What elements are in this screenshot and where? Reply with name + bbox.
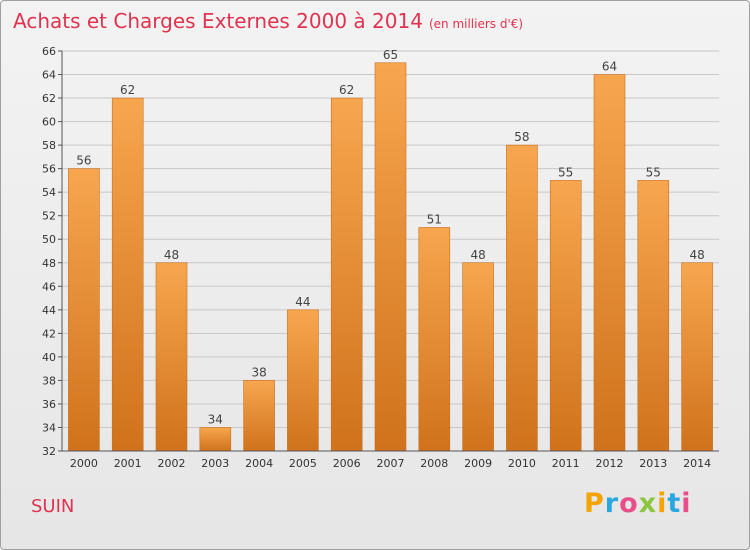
x-tick-label: 2000 [70,457,98,470]
bar [462,262,494,452]
y-tick-label: 52 [42,210,56,223]
y-tick-label: 58 [42,139,56,152]
x-tick-label: 2007 [377,457,405,470]
data-label: 48 [689,248,704,262]
data-label: 55 [646,165,661,179]
place-name: SUIN [31,496,75,517]
y-tick-label: 34 [42,421,56,434]
x-tick-label: 2005 [289,457,317,470]
x-tick-label: 2009 [464,457,492,470]
data-labels: 56 62 48 34 38 44 62 65 51 48 58 55 64 55 48 [76,48,704,427]
data-label: 48 [164,248,179,262]
y-tick-label: 56 [42,163,56,176]
data-label: 55 [558,165,573,179]
chart-subtitle: (en milliers d'€) [428,17,524,31]
bar [506,144,538,452]
bar [243,380,275,452]
x-tick-label: 2008 [420,457,448,470]
y-tick-label: 48 [42,257,56,270]
data-label: 56 [76,154,91,168]
y-tick-label: 54 [42,186,56,199]
data-label: 65 [383,48,398,62]
x-tick-label: 2010 [508,457,536,470]
data-label: 48 [470,248,485,262]
y-tick-label: 38 [42,374,56,387]
x-tick-label: 2003 [201,457,229,470]
bars [68,62,713,452]
y-tick-label: 50 [42,233,56,246]
bar [681,262,713,452]
x-tick-label: 2002 [158,457,186,470]
data-label: 58 [514,130,529,144]
bar [549,180,582,452]
x-tick-label: 2013 [639,457,667,470]
x-tick-label: 2014 [683,457,711,470]
data-label: 38 [251,365,266,379]
y-tick-label: 46 [42,280,56,293]
y-tick-label: 44 [42,304,56,317]
x-tick-label: 2001 [114,457,142,470]
bar [155,262,188,452]
y-tick-label: 42 [42,327,56,340]
chart-title: Achats et Charges Externes 2000 à 2014 [13,9,423,33]
y-tick-label: 36 [42,398,56,411]
bar [68,168,100,452]
bar [637,180,670,452]
y-tick-label: 60 [42,116,56,129]
y-axis-ticks: 32 34 36 38 40 42 44 46 48 50 52 54 56 58 60 62 64 66 [42,45,62,458]
x-tick-label: 2011 [552,457,580,470]
chart-title-block: Achats et Charges Externes 2000 à 2014 (e… [13,9,523,33]
y-tick-label: 62 [42,92,56,105]
x-tick-label: 2006 [333,457,361,470]
y-tick-label: 32 [42,445,56,458]
data-label: 44 [295,295,310,309]
data-label: 62 [120,83,135,97]
y-tick-label: 40 [42,351,56,364]
bar [199,427,232,452]
bar [111,97,144,452]
data-label: 51 [427,212,442,226]
bar [330,97,363,452]
bar [593,74,626,452]
data-label: 34 [208,412,223,426]
x-tick-label: 2012 [596,457,624,470]
data-label: 64 [602,60,617,74]
y-tick-label: 66 [42,45,56,58]
x-tick-label: 2004 [245,457,273,470]
proxiti-logo: Proxiti [584,488,692,519]
bar [287,309,319,452]
bar [418,227,451,452]
data-label: 62 [339,83,354,97]
bar [374,62,407,452]
x-axis-ticks: 2000 2001 2002 2003 2004 2005 2006 2007 2008 2009… [70,457,711,470]
y-tick-label: 64 [42,69,56,82]
